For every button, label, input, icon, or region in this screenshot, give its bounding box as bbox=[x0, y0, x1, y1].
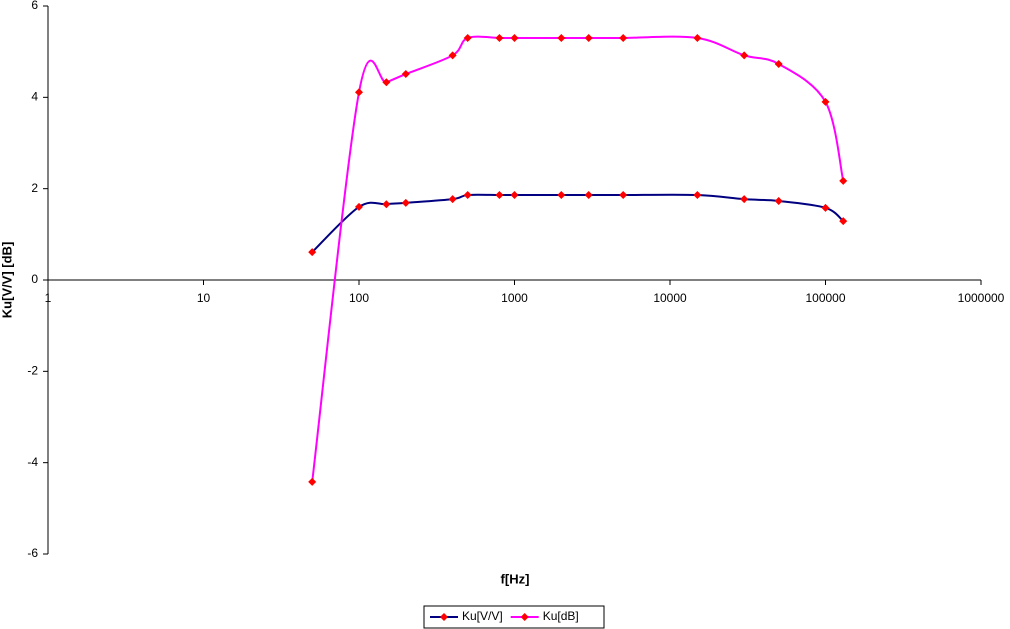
point-marker bbox=[557, 191, 566, 200]
x-tick-label: 10000 bbox=[653, 291, 687, 305]
legend-label: Ku[dB] bbox=[543, 609, 579, 623]
x-tick-label: 1000000 bbox=[958, 291, 1005, 305]
x-axis-title: f[Hz] bbox=[501, 571, 530, 586]
series-line bbox=[311, 193, 844, 253]
x-tick-label: 100000 bbox=[805, 291, 845, 305]
y-tick-label: 4 bbox=[31, 90, 38, 104]
point-marker bbox=[510, 33, 519, 42]
point-marker bbox=[308, 248, 317, 257]
y-tick-label: 6 bbox=[31, 0, 38, 12]
x-tick-label: 1000 bbox=[501, 291, 528, 305]
point-marker bbox=[584, 33, 593, 42]
point-marker bbox=[355, 202, 363, 211]
point-marker bbox=[495, 33, 504, 42]
point-marker bbox=[774, 59, 783, 68]
y-tick-label: -4 bbox=[27, 455, 38, 469]
y-axis-title: Ku[V/V] [dB] bbox=[0, 242, 14, 319]
x-tick-label: 1 bbox=[45, 291, 52, 305]
point-marker bbox=[510, 191, 519, 200]
point-marker bbox=[821, 97, 830, 106]
x-tick-label: 100 bbox=[349, 291, 369, 305]
point-marker bbox=[839, 176, 848, 185]
point-marker bbox=[740, 51, 749, 60]
legend-marker bbox=[520, 613, 529, 621]
series-line bbox=[311, 35, 845, 482]
point-marker bbox=[839, 217, 848, 226]
point-marker bbox=[401, 70, 410, 79]
point-marker bbox=[557, 33, 566, 42]
point-marker bbox=[308, 477, 317, 486]
x-tick-label: 10 bbox=[197, 291, 211, 305]
point-marker bbox=[463, 33, 472, 42]
point-marker bbox=[584, 191, 593, 200]
y-tick-label: 0 bbox=[31, 272, 38, 286]
legend-marker bbox=[440, 613, 448, 621]
y-tick-label: -2 bbox=[27, 364, 38, 378]
y-tick-label: -6 bbox=[27, 546, 38, 560]
point-marker bbox=[355, 88, 363, 97]
point-marker bbox=[619, 191, 628, 200]
point-marker bbox=[382, 78, 391, 87]
point-marker bbox=[382, 200, 391, 209]
point-marker bbox=[693, 33, 702, 42]
point-marker bbox=[619, 33, 628, 42]
y-tick-label: 2 bbox=[31, 181, 38, 195]
point-marker bbox=[495, 191, 504, 200]
point-marker bbox=[448, 195, 457, 204]
point-marker bbox=[693, 191, 702, 200]
point-marker bbox=[821, 203, 830, 212]
point-marker bbox=[774, 196, 783, 205]
legend-label: Ku[V/V] bbox=[462, 609, 503, 623]
point-marker bbox=[463, 191, 472, 200]
point-marker bbox=[401, 198, 410, 207]
point-marker bbox=[448, 51, 457, 60]
point-marker bbox=[740, 195, 749, 204]
